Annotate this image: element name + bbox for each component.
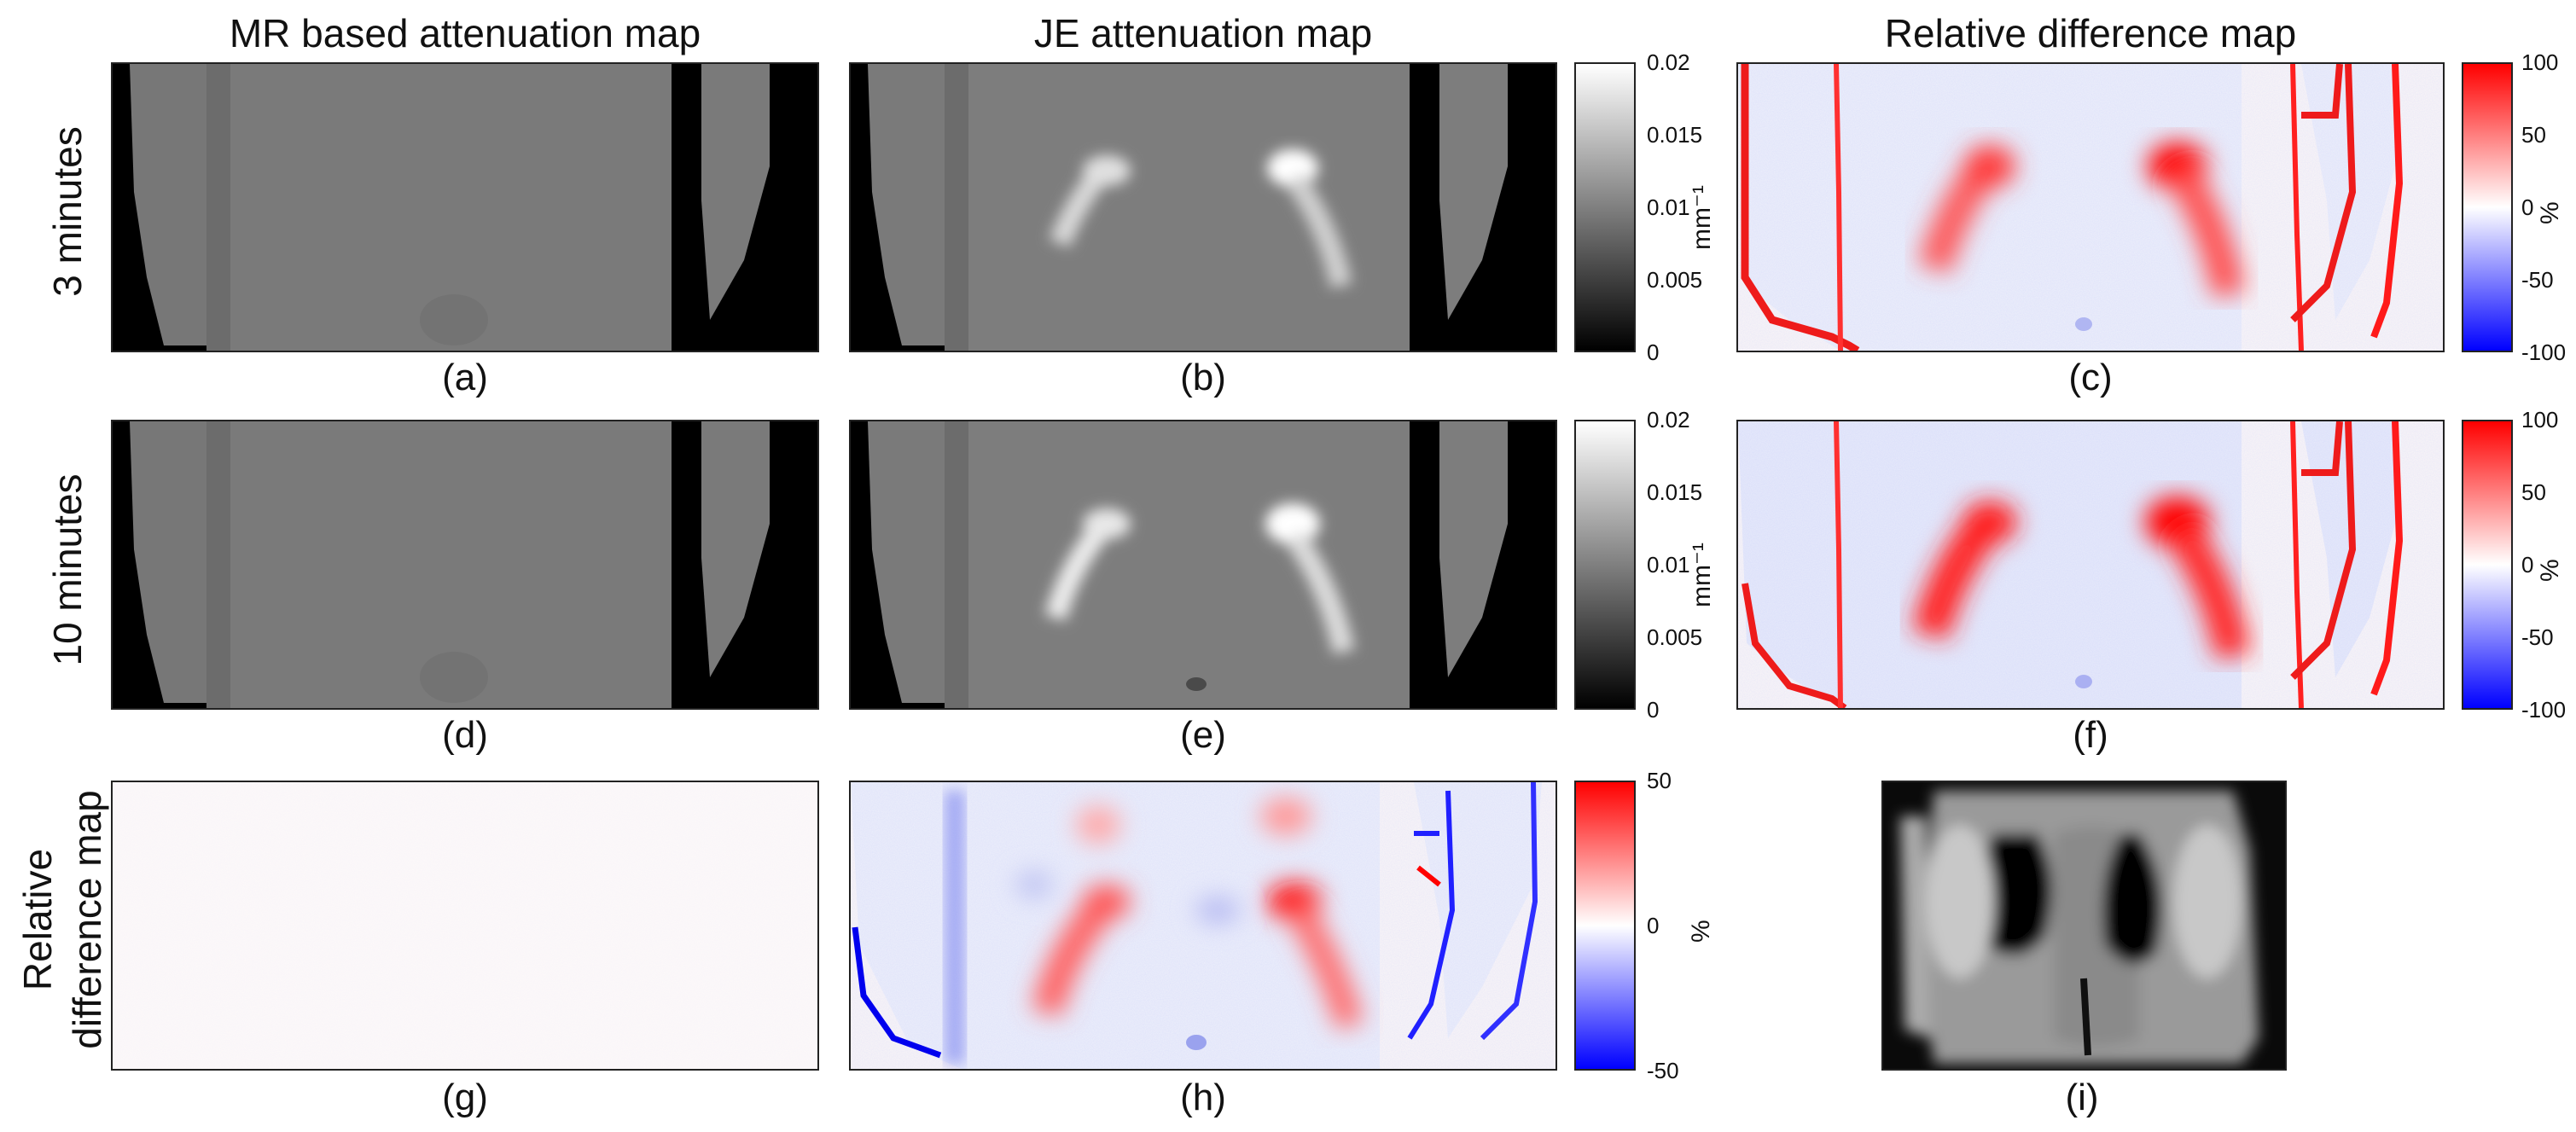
panel-f-relative-10min	[1736, 420, 2445, 710]
cbar4-unit: %	[2536, 559, 2564, 582]
panel-a-mr-3min	[111, 62, 819, 352]
cbar3-tick-2: 0.01	[1647, 552, 1690, 578]
cbar5-tick-1: 0	[1647, 913, 1660, 938]
cbar1-tick-1: 0.015	[1647, 122, 1703, 148]
panel-e-je-10min	[849, 420, 1557, 710]
cbar3-tick-4: 0	[1647, 697, 1660, 723]
cbar1-tick-3: 0.005	[1647, 267, 1703, 293]
caption-h: (h)	[1180, 1077, 1226, 1118]
colorbar-relative-100-1	[2462, 62, 2513, 352]
cbar3-unit: mm⁻¹	[1688, 543, 1716, 607]
cbar4-tick-0: 100	[2521, 407, 2559, 432]
panel-g-relative-mr	[111, 781, 819, 1071]
panel-b-je-3min	[849, 62, 1557, 352]
caption-a: (a)	[442, 357, 488, 398]
cbar1-tick-2: 0.01	[1647, 194, 1690, 220]
cbar5-unit: %	[1687, 920, 1715, 943]
column-title-relative: Relative difference map	[1884, 11, 2297, 55]
cbar2-tick-3: -50	[2521, 267, 2554, 293]
colorbar-relative-50	[1574, 781, 1636, 1071]
caption-d: (d)	[442, 714, 488, 756]
caption-i: (i)	[2065, 1077, 2099, 1118]
column-title-mr: MR based attenuation map	[229, 11, 701, 55]
panel-i-mr-image	[1881, 781, 2287, 1071]
panel-h-relative-je	[849, 781, 1557, 1071]
column-title-je: JE attenuation map	[1033, 11, 1373, 55]
cbar4-tick-1: 50	[2521, 479, 2546, 505]
caption-b: (b)	[1180, 357, 1226, 398]
cbar5-tick-0: 50	[1647, 768, 1672, 793]
caption-g: (g)	[442, 1077, 488, 1118]
cbar3-tick-1: 0.015	[1647, 479, 1703, 505]
colorbar-attenuation-1	[1574, 62, 1636, 352]
cbar4-tick-3: -50	[2521, 624, 2554, 650]
cbar4-tick-2: 0	[2521, 552, 2534, 578]
cbar1-tick-0: 0.02	[1647, 49, 1690, 75]
panel-d-mr-10min	[111, 420, 819, 710]
cbar2-unit: %	[2536, 201, 2564, 224]
cbar2-tick-4: -100	[2521, 340, 2567, 365]
row-label-3-minutes: 3 minutes	[45, 126, 90, 297]
caption-c: (c)	[2068, 357, 2113, 398]
row-label-difference-map: difference map	[65, 790, 109, 1049]
caption-e: (e)	[1180, 714, 1226, 756]
row-label-relative: Relative	[15, 848, 60, 991]
cbar4-tick-4: -100	[2521, 697, 2567, 723]
cbar1-tick-4: 0	[1647, 340, 1660, 365]
colorbar-attenuation-2	[1574, 420, 1636, 710]
cbar5-tick-2: -50	[1647, 1058, 1679, 1083]
cbar1-unit: mm⁻¹	[1688, 185, 1716, 250]
colorbar-relative-100-2	[2462, 420, 2513, 710]
panel-c-relative-3min	[1736, 62, 2445, 352]
row-label-10-minutes: 10 minutes	[45, 473, 90, 666]
cbar3-tick-3: 0.005	[1647, 624, 1703, 650]
cbar2-tick-0: 100	[2521, 49, 2559, 75]
cbar2-tick-1: 50	[2521, 122, 2546, 148]
cbar3-tick-0: 0.02	[1647, 407, 1690, 432]
caption-f: (f)	[2073, 714, 2108, 756]
cbar2-tick-2: 0	[2521, 194, 2534, 220]
